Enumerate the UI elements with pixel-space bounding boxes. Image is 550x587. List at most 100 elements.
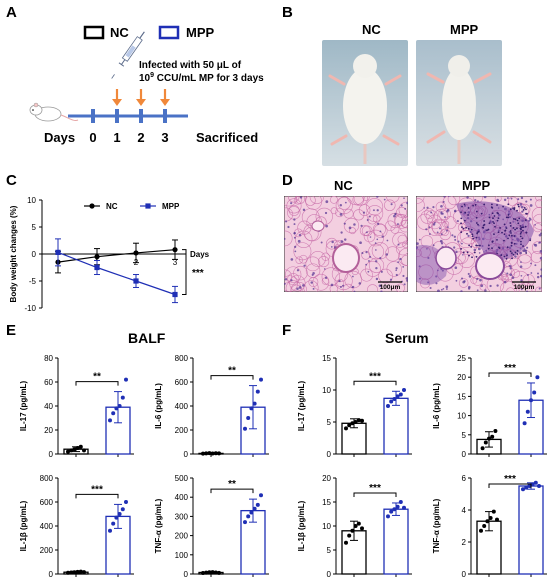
nucleus	[344, 201, 347, 204]
nucleus	[475, 244, 478, 247]
alveolus	[392, 232, 408, 248]
nucleus	[464, 211, 467, 214]
nucleus	[377, 222, 380, 226]
alveolus	[418, 264, 434, 280]
y-tick-label: 20	[44, 426, 53, 435]
nucleus	[513, 235, 516, 237]
nucleus	[524, 249, 527, 253]
nucleus	[492, 217, 494, 220]
nucleus	[442, 287, 445, 290]
nucleus	[460, 222, 462, 225]
significance-stars: ***	[504, 363, 516, 374]
y-axis-label: IL-1β (pg/mL)	[19, 500, 28, 551]
balf-il1b-chart: 0 200 400 600 800 IL-1β (pg/mL) ***	[19, 474, 134, 579]
nucleus	[312, 287, 315, 290]
nucleus	[478, 252, 481, 254]
alveolus	[508, 196, 518, 207]
nucleus	[493, 215, 496, 217]
nucleus	[437, 269, 439, 272]
alveolus	[346, 196, 365, 206]
nucleus	[476, 232, 479, 235]
nucleus	[375, 249, 377, 251]
nucleus	[499, 227, 501, 229]
nucleus	[537, 272, 540, 275]
nucleus	[375, 277, 379, 281]
mouse-photo-nc	[322, 40, 408, 166]
nucleus	[502, 205, 504, 208]
nucleus	[529, 218, 532, 221]
y-axis-label: Body weight changes (%)	[9, 205, 18, 302]
legend-nc-label: NC	[110, 25, 129, 40]
photo-mpp-label: MPP	[450, 22, 479, 37]
nucleus	[491, 240, 494, 243]
nucleus	[516, 209, 518, 212]
data-point	[347, 423, 352, 428]
nucleus	[406, 279, 408, 282]
nucleus	[386, 239, 389, 242]
nucleus	[508, 234, 511, 237]
alveolus	[456, 230, 475, 249]
nucleus	[298, 233, 302, 237]
data-point	[66, 449, 70, 454]
y-tick-label: 10	[322, 522, 331, 531]
nucleus	[395, 269, 397, 272]
nucleus	[477, 223, 479, 226]
nucleus	[536, 275, 540, 279]
significance-stars: ***	[91, 484, 103, 495]
alveolus	[349, 227, 356, 235]
nucleus	[506, 197, 509, 200]
nucleus	[426, 206, 429, 209]
nucleus	[518, 217, 521, 220]
alveolus	[386, 261, 402, 277]
panel-letter-b: B	[282, 4, 293, 21]
nucleus	[399, 257, 402, 261]
data-point	[398, 392, 403, 397]
nucleus	[397, 243, 400, 246]
alveolus	[401, 254, 408, 266]
data-point	[117, 512, 122, 516]
alveolus	[290, 281, 308, 292]
bar-nc	[341, 530, 367, 575]
nucleus	[320, 241, 323, 244]
nucleus	[369, 236, 372, 238]
nucleus	[522, 226, 525, 228]
nucleus	[509, 224, 512, 227]
nucleus	[303, 264, 306, 267]
histology-nc-label: NC	[334, 178, 353, 193]
significance-bracket	[353, 380, 397, 386]
nucleus	[446, 209, 449, 213]
data-point	[344, 540, 348, 545]
data-point	[217, 451, 221, 456]
alveolus	[416, 213, 434, 230]
y-tick-label: 600	[40, 498, 54, 507]
y-tick-label: -5	[29, 277, 37, 286]
nucleus	[366, 219, 369, 222]
nucleus	[434, 221, 436, 224]
nucleus	[471, 256, 473, 259]
nucleus	[467, 214, 469, 216]
data-point	[207, 451, 212, 456]
panel-letter-e: E	[6, 322, 17, 339]
nucleus	[474, 198, 477, 202]
nucleus	[474, 204, 477, 206]
alveolus	[358, 204, 371, 216]
alveolus	[385, 246, 401, 262]
y-tick-label: 500	[175, 474, 189, 483]
data-point	[78, 444, 83, 449]
y-tick-label: 400	[175, 402, 189, 411]
nucleus	[526, 246, 529, 249]
data-point	[246, 514, 251, 519]
data-point	[533, 480, 538, 485]
alveolus	[479, 283, 487, 291]
nucleus	[538, 241, 542, 244]
nucleus	[402, 266, 405, 268]
alveolus	[385, 220, 396, 232]
nucleus	[476, 289, 479, 292]
nucleus	[432, 223, 436, 226]
nucleus	[296, 269, 300, 272]
data-point	[108, 528, 112, 533]
nucleus	[529, 204, 533, 207]
nucleus	[490, 203, 493, 206]
alveolus	[330, 196, 338, 204]
significance-stars: ***	[504, 474, 516, 485]
